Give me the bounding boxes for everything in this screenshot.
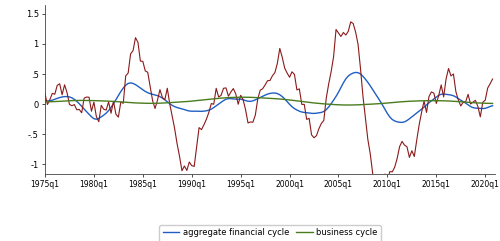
credit and housing cycle xyxy=(490,78,496,80)
credit and housing cycle xyxy=(194,146,200,149)
business cycle xyxy=(490,102,496,105)
aggregate financial cycle xyxy=(42,99,48,102)
business cycle xyxy=(250,96,256,99)
aggregate financial cycle xyxy=(487,105,493,108)
business cycle xyxy=(42,100,48,103)
business cycle xyxy=(240,96,246,99)
aggregate financial cycle xyxy=(399,121,405,124)
aggregate financial cycle xyxy=(216,102,222,105)
aggregate financial cycle xyxy=(490,104,496,107)
Line: credit and housing cycle: credit and housing cycle xyxy=(45,22,492,185)
credit and housing cycle xyxy=(482,99,488,102)
business cycle xyxy=(487,102,493,105)
business cycle xyxy=(216,97,222,100)
Legend: aggregate financial cycle, credit and housing cycle, business cycle: aggregate financial cycle, credit and ho… xyxy=(160,225,380,241)
credit and housing cycle xyxy=(248,120,254,123)
Line: aggregate financial cycle: aggregate financial cycle xyxy=(45,73,492,122)
credit and housing cycle xyxy=(216,95,222,98)
business cycle xyxy=(346,104,352,107)
aggregate financial cycle xyxy=(482,107,488,110)
credit and housing cycle xyxy=(380,184,386,187)
Line: business cycle: business cycle xyxy=(45,97,492,105)
credit and housing cycle xyxy=(47,98,53,101)
aggregate financial cycle xyxy=(194,110,200,113)
business cycle xyxy=(194,99,200,102)
credit and housing cycle xyxy=(348,20,354,23)
business cycle xyxy=(47,100,53,103)
aggregate financial cycle xyxy=(248,100,254,103)
business cycle xyxy=(482,102,488,105)
credit and housing cycle xyxy=(487,82,493,85)
aggregate financial cycle xyxy=(352,71,358,74)
credit and housing cycle xyxy=(42,93,48,95)
aggregate financial cycle xyxy=(47,99,53,102)
